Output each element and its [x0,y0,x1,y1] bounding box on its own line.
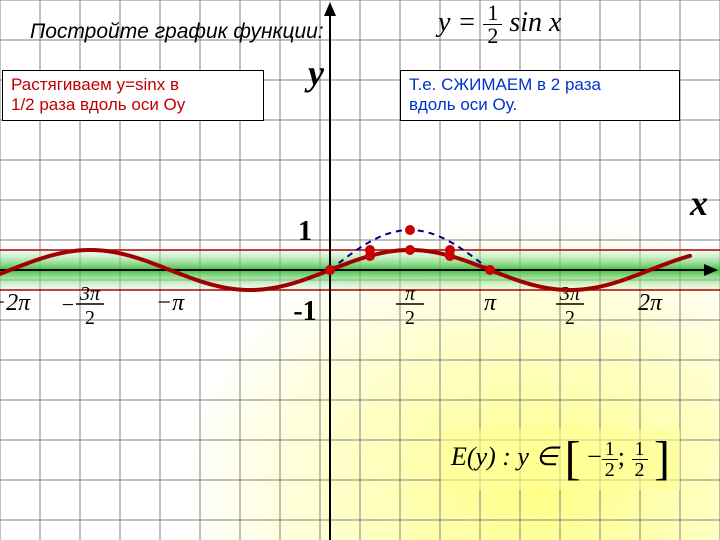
svg-text:x: x [689,183,708,223]
left-description-box: Растягиваем y=sinx в 1/2 раза вдоль оси … [2,70,264,121]
svg-text:2: 2 [565,307,575,329]
svg-text:2π: 2π [638,290,663,316]
svg-text:1: 1 [298,216,312,247]
formula-tail: sin x [509,7,561,38]
left-box-line1: Растягиваем y=sinx в [11,75,255,95]
svg-text:π: π [484,290,497,316]
right-box-line1: Т.е. СЖИМАЕМ в 2 раза [409,75,671,95]
svg-text:y: y [304,53,325,93]
svg-text:−2π: −2π [0,290,31,316]
svg-text:−π: −π [156,290,185,316]
svg-text:3π: 3π [79,283,101,305]
page-title: Постройте график функции: [30,20,324,44]
right-description-box: Т.е. СЖИМАЕМ в 2 раза вдоль оси Оу. [400,70,680,121]
range-box: E(y) : y ∈ [ − 1 2 ; 1 2 ] [441,429,680,490]
svg-text:2: 2 [85,307,95,329]
range-formula: E(y) : y ∈ [ − 1 2 ; 1 2 ] [451,442,670,471]
svg-text:-1: -1 [293,296,316,327]
left-box-line2: 1/2 раза вдоль оси Оу [11,95,255,115]
svg-text:3π: 3π [559,283,581,305]
right-box-line2: вдоль оси Оу. [409,95,671,115]
svg-text:π: π [405,283,416,305]
function-formula: y = 1 2 sin x [438,2,561,47]
svg-text:2: 2 [405,307,415,329]
svg-text:−: − [62,292,74,317]
formula-lhs: y = [438,7,476,38]
formula-fraction: 1 2 [483,2,502,47]
